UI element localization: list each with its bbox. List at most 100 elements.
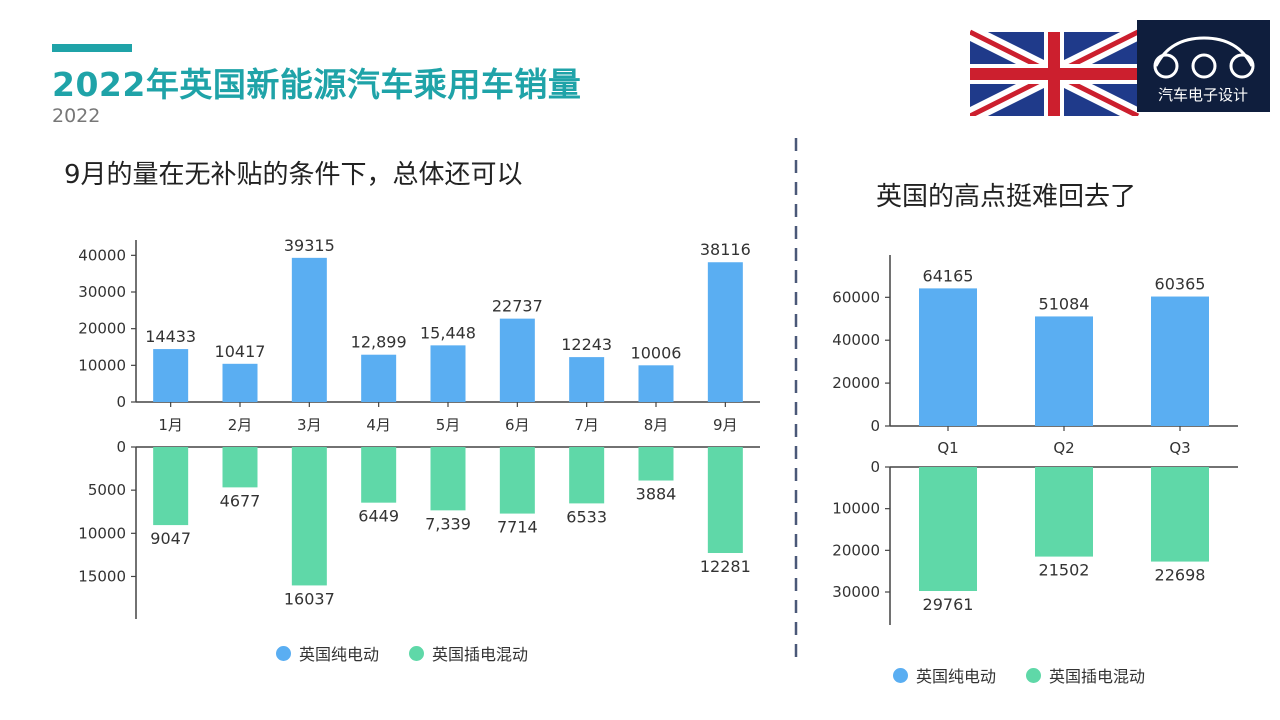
y-tick-label: 20000 xyxy=(832,374,880,392)
y-tick-label: 0 xyxy=(116,438,126,456)
legend-item-bev: 英国纯电动 xyxy=(893,663,996,687)
data-label-bev: 15,448 xyxy=(420,323,476,342)
bar-phev xyxy=(1151,467,1209,562)
legend-item-phev: 英国插电混动 xyxy=(1026,663,1145,687)
y-tick-label: 30000 xyxy=(832,583,880,601)
bar-bev xyxy=(638,365,674,402)
y-tick-label: 20000 xyxy=(78,320,126,338)
data-label-bev: 12,899 xyxy=(351,333,407,352)
data-label-phev: 29761 xyxy=(923,595,974,614)
page-title: 2022年英国新能源汽车乘用车销量 xyxy=(52,65,582,104)
monthly-sales-chart: 0 10000 20000 30000 40000 14433 10417 39315 12,8… xyxy=(78,236,760,619)
brand-name: 汽车电子设计 xyxy=(1158,86,1248,104)
phev-swatch-icon xyxy=(1026,667,1042,683)
x-category-label: 1月 xyxy=(158,416,183,434)
y-tick-label: 10000 xyxy=(78,356,126,374)
data-label-phev: 12281 xyxy=(700,557,751,576)
data-label-bev: 51084 xyxy=(1039,294,1090,313)
bar-bev xyxy=(361,354,397,402)
monthly-legend: 英国纯电动 英国插电混动 xyxy=(276,641,528,665)
y-tick-label: 5000 xyxy=(88,481,126,499)
bar-phev xyxy=(222,447,258,488)
bar-phev xyxy=(153,447,189,526)
bar-phev xyxy=(1035,467,1093,557)
logo: 汽车电子设计 xyxy=(970,20,1270,116)
title-accent-bar xyxy=(52,44,132,52)
data-label-phev: 21502 xyxy=(1039,561,1090,580)
x-category-label: Q1 xyxy=(937,439,958,457)
x-category-label: Q2 xyxy=(1053,439,1074,457)
x-category-label: 9月 xyxy=(713,416,738,434)
bev-swatch-icon xyxy=(276,645,291,661)
legend-label-bev: 英国纯电动 xyxy=(299,645,380,664)
bar-phev xyxy=(361,447,397,503)
data-label-phev: 7714 xyxy=(497,518,538,537)
x-category-label: 7月 xyxy=(574,416,599,434)
data-label-phev: 7,339 xyxy=(425,514,471,533)
data-label-phev: 9047 xyxy=(150,529,191,548)
data-label-bev: 12243 xyxy=(561,335,612,354)
y-tick-label: 60000 xyxy=(832,288,880,306)
bar-bev xyxy=(707,262,743,402)
bar-phev xyxy=(638,447,674,481)
bar-bev xyxy=(569,357,605,402)
left-chart-heading: 9月的量在无补贴的条件下，总体还可以 xyxy=(64,160,523,190)
right-chart-heading: 英国的高点挺难回去了 xyxy=(876,182,1137,212)
y-tick-label: 20000 xyxy=(832,541,880,559)
x-category-label: 5月 xyxy=(436,416,461,434)
y-tick-label: 15000 xyxy=(78,567,126,585)
bar-bev xyxy=(1035,316,1093,426)
x-category-label: 4月 xyxy=(366,416,391,434)
data-label-phev: 22698 xyxy=(1155,566,1206,585)
bar-bev xyxy=(919,288,977,426)
section-divider xyxy=(794,138,798,660)
bar-phev xyxy=(919,467,977,592)
x-category-label: 2月 xyxy=(228,416,253,434)
bar-bev xyxy=(430,345,466,402)
data-label-phev: 6449 xyxy=(358,507,399,526)
bar-phev xyxy=(707,447,743,554)
data-label-bev: 60365 xyxy=(1155,275,1206,294)
data-label-bev: 64165 xyxy=(923,266,974,285)
x-category-label: Q3 xyxy=(1169,439,1190,457)
x-category-label: 8月 xyxy=(644,416,669,434)
y-tick-label: 0 xyxy=(870,458,880,476)
data-label-bev: 14433 xyxy=(145,327,196,346)
legend-item-bev: 英国纯电动 xyxy=(276,641,379,665)
data-label-phev: 4677 xyxy=(220,491,261,510)
page-subtitle: 2022 xyxy=(52,105,101,127)
bev-swatch-icon xyxy=(893,667,908,683)
y-tick-label: 0 xyxy=(870,417,880,435)
y-tick-label: 40000 xyxy=(832,331,880,349)
data-label-phev: 6533 xyxy=(566,507,607,526)
x-category-label: 6月 xyxy=(505,416,530,434)
bar-bev xyxy=(499,318,535,402)
legend-item-phev: 英国插电混动 xyxy=(409,641,528,665)
y-tick-label: 10000 xyxy=(78,524,126,542)
phev-swatch-icon xyxy=(409,645,425,661)
y-tick-label: 10000 xyxy=(832,500,880,518)
bar-bev xyxy=(1151,296,1209,426)
data-label-bev: 22737 xyxy=(492,297,543,316)
x-category-label: 3月 xyxy=(297,416,322,434)
bar-phev xyxy=(569,447,605,504)
bar-bev xyxy=(222,363,258,402)
quarterly-sales-chart: 0 20000 40000 60000 64165 51084 60365 0 10000 200… xyxy=(832,255,1238,625)
bar-phev xyxy=(430,447,466,511)
bar-bev xyxy=(153,349,189,402)
y-tick-label: 40000 xyxy=(78,246,126,264)
legend-label-phev: 英国插电混动 xyxy=(1049,667,1146,686)
data-label-bev: 38116 xyxy=(700,240,751,259)
bar-phev xyxy=(291,447,327,586)
y-tick-label: 30000 xyxy=(78,283,126,301)
data-label-bev: 10417 xyxy=(215,342,266,361)
uk-flag-icon xyxy=(970,24,1142,116)
data-label-phev: 16037 xyxy=(284,589,335,608)
y-tick-label: 0 xyxy=(116,393,126,411)
quarterly-legend: 英国纯电动 英国插电混动 xyxy=(893,663,1145,687)
data-label-bev: 10006 xyxy=(631,343,682,362)
bar-bev xyxy=(291,257,327,402)
bar-phev xyxy=(499,447,535,514)
data-label-bev: 39315 xyxy=(284,236,335,255)
data-label-phev: 3884 xyxy=(636,485,677,504)
